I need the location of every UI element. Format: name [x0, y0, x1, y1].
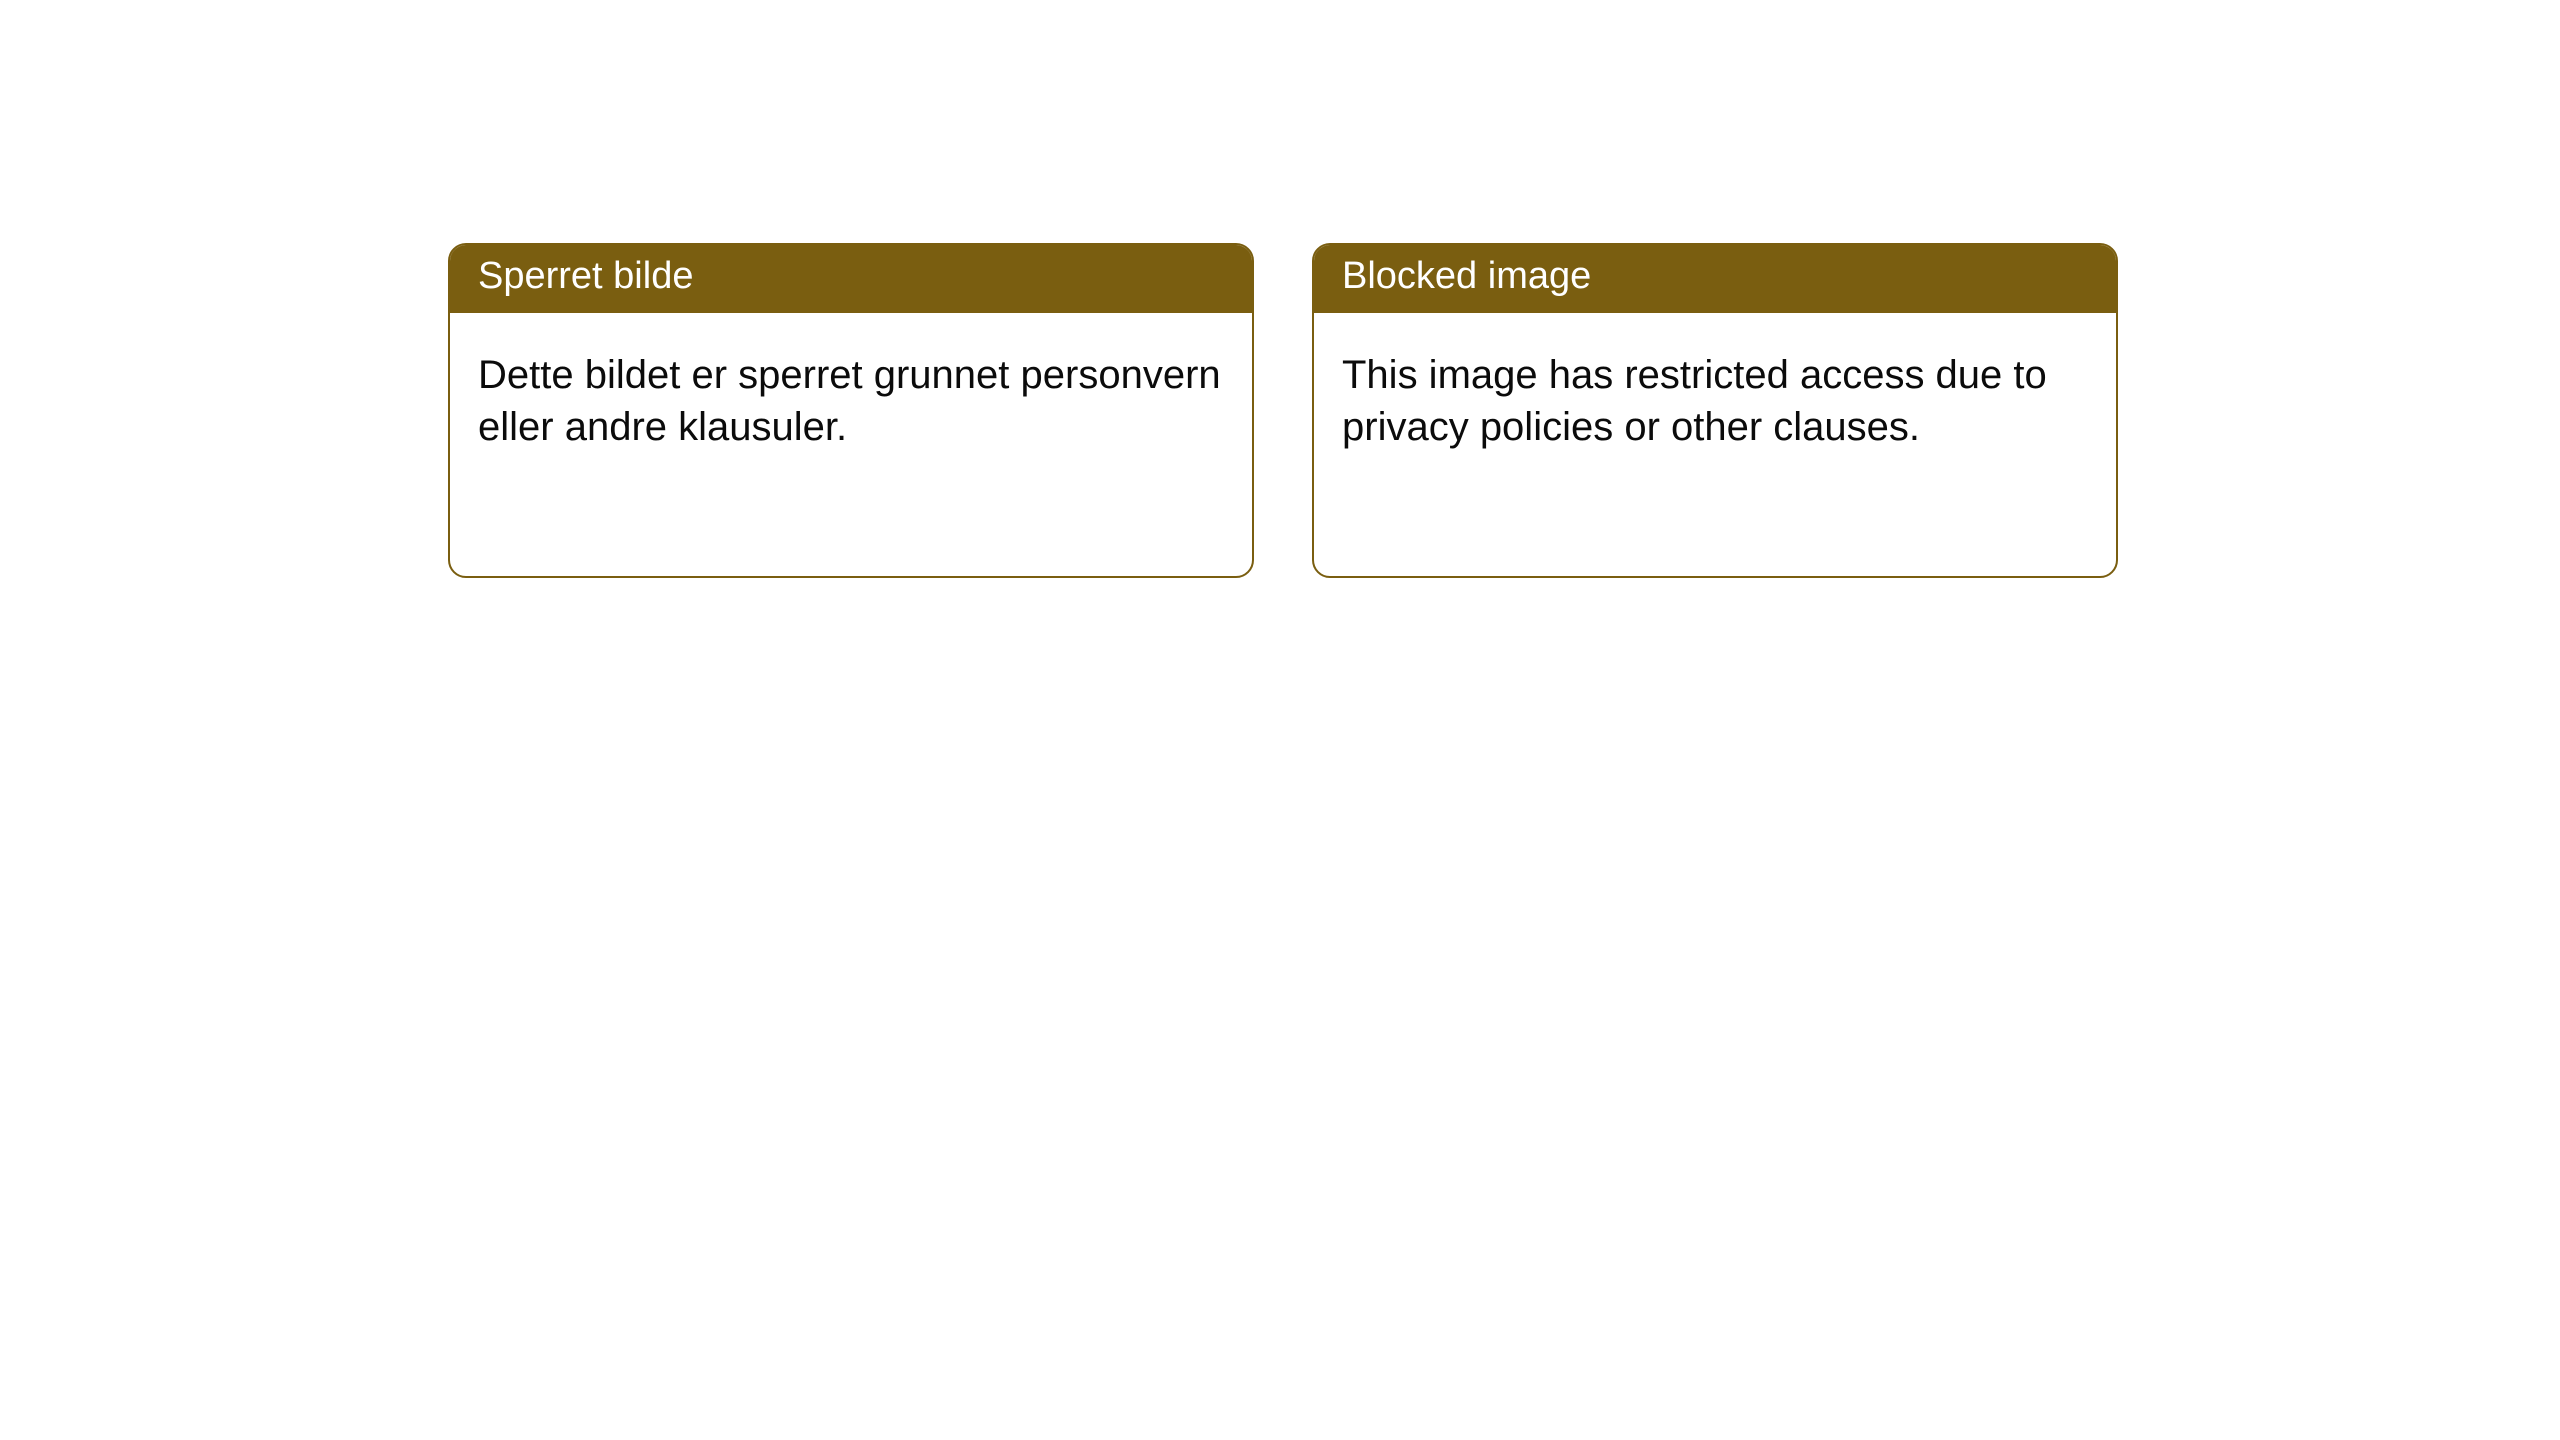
- notice-title-norwegian: Sperret bilde: [450, 245, 1252, 313]
- notice-body-norwegian: Dette bildet er sperret grunnet personve…: [450, 313, 1252, 483]
- notice-box-norwegian: Sperret bilde Dette bildet er sperret gr…: [448, 243, 1254, 578]
- notice-title-english: Blocked image: [1314, 245, 2116, 313]
- notice-body-english: This image has restricted access due to …: [1314, 313, 2116, 483]
- notices-container: Sperret bilde Dette bildet er sperret gr…: [0, 0, 2560, 578]
- notice-box-english: Blocked image This image has restricted …: [1312, 243, 2118, 578]
